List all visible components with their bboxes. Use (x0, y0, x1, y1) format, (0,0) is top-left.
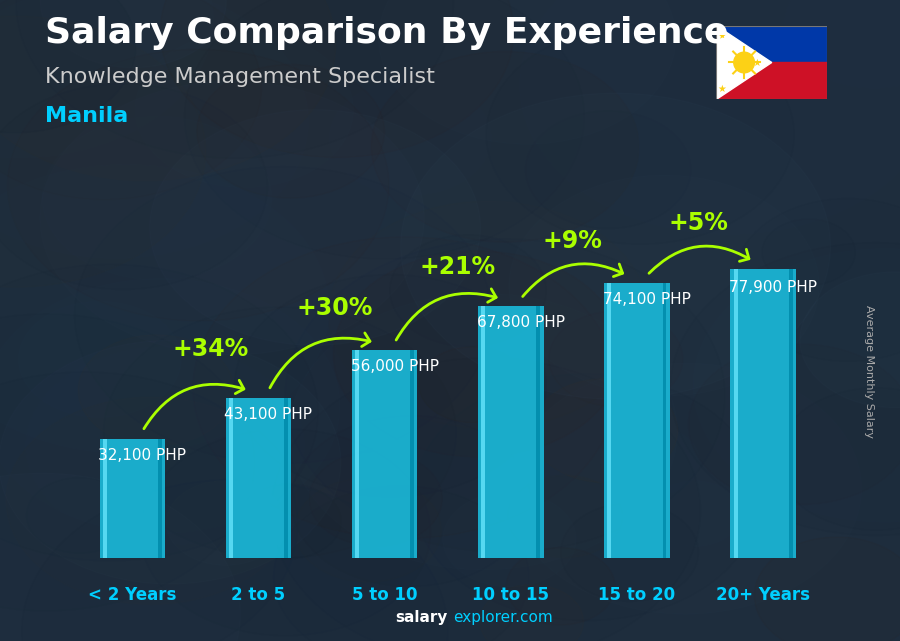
Circle shape (104, 307, 456, 558)
Text: 10 to 15: 10 to 15 (472, 585, 549, 604)
Bar (730, 269, 796, 558)
Text: 74,100 PHP: 74,100 PHP (603, 292, 691, 307)
Bar (410, 350, 414, 558)
Bar (226, 397, 292, 558)
Circle shape (390, 235, 546, 346)
Bar (100, 438, 166, 558)
Text: +5%: +5% (669, 211, 728, 235)
Circle shape (800, 272, 900, 408)
Circle shape (0, 279, 340, 533)
Circle shape (149, 110, 481, 345)
Bar (229, 397, 233, 558)
Text: ★: ★ (717, 84, 726, 94)
Text: +30%: +30% (296, 296, 373, 320)
Text: Average Monthly Salary: Average Monthly Salary (863, 305, 874, 438)
FancyArrowPatch shape (649, 246, 749, 273)
Circle shape (0, 340, 341, 584)
Bar (103, 438, 107, 558)
Circle shape (235, 274, 546, 497)
Circle shape (40, 0, 226, 68)
Circle shape (754, 537, 900, 641)
Text: 43,100 PHP: 43,100 PHP (224, 407, 312, 422)
Text: salary: salary (395, 610, 447, 625)
Circle shape (480, 585, 583, 641)
FancyArrowPatch shape (523, 264, 623, 297)
Circle shape (0, 164, 329, 453)
Text: Manila: Manila (45, 106, 128, 126)
Circle shape (0, 0, 136, 133)
Text: 77,900 PHP: 77,900 PHP (729, 281, 817, 296)
Circle shape (78, 335, 234, 445)
Bar (662, 283, 667, 558)
Bar (482, 306, 485, 558)
Circle shape (42, 117, 272, 279)
Text: 32,100 PHP: 32,100 PHP (98, 448, 186, 463)
Bar (608, 283, 611, 558)
Circle shape (418, 347, 526, 422)
Text: ★: ★ (752, 58, 761, 67)
Text: +9%: +9% (543, 229, 602, 253)
Circle shape (193, 237, 617, 538)
Text: 15 to 20: 15 to 20 (598, 585, 676, 604)
Text: 20+ Years: 20+ Years (716, 585, 810, 604)
Circle shape (486, 25, 795, 244)
Circle shape (693, 249, 900, 522)
Bar (788, 269, 793, 558)
Circle shape (285, 239, 725, 552)
Circle shape (291, 415, 531, 587)
Text: Salary Comparison By Experience: Salary Comparison By Experience (45, 16, 728, 50)
Bar (604, 283, 670, 558)
Circle shape (0, 0, 336, 181)
Bar (536, 306, 540, 558)
Circle shape (561, 503, 698, 601)
Circle shape (400, 93, 831, 399)
Bar (356, 350, 359, 558)
Bar (734, 269, 737, 558)
Bar (716, 62, 827, 99)
Bar (478, 306, 544, 558)
Circle shape (649, 481, 741, 546)
Text: 67,800 PHP: 67,800 PHP (477, 315, 565, 330)
Text: < 2 Years: < 2 Years (88, 585, 176, 604)
Circle shape (601, 426, 699, 496)
Bar (352, 350, 418, 558)
Bar (284, 397, 288, 558)
Text: Knowledge Management Specialist: Knowledge Management Specialist (45, 67, 435, 87)
FancyArrowPatch shape (270, 333, 370, 388)
Circle shape (19, 301, 181, 417)
FancyArrowPatch shape (144, 380, 244, 429)
Text: ★: ★ (717, 31, 726, 41)
Polygon shape (716, 26, 772, 99)
Circle shape (670, 242, 900, 535)
Circle shape (0, 473, 240, 641)
Bar (158, 438, 162, 558)
Text: explorer.com: explorer.com (453, 610, 553, 625)
Bar (716, 26, 827, 62)
Circle shape (0, 0, 309, 258)
Circle shape (532, 379, 678, 483)
Text: +21%: +21% (420, 255, 496, 279)
Text: +34%: +34% (173, 337, 249, 361)
FancyArrowPatch shape (396, 289, 496, 340)
Text: 2 to 5: 2 to 5 (231, 585, 285, 604)
Circle shape (734, 52, 754, 73)
Circle shape (0, 372, 298, 641)
Text: 56,000 PHP: 56,000 PHP (351, 359, 438, 374)
Circle shape (140, 429, 430, 636)
Text: 5 to 10: 5 to 10 (352, 585, 418, 604)
